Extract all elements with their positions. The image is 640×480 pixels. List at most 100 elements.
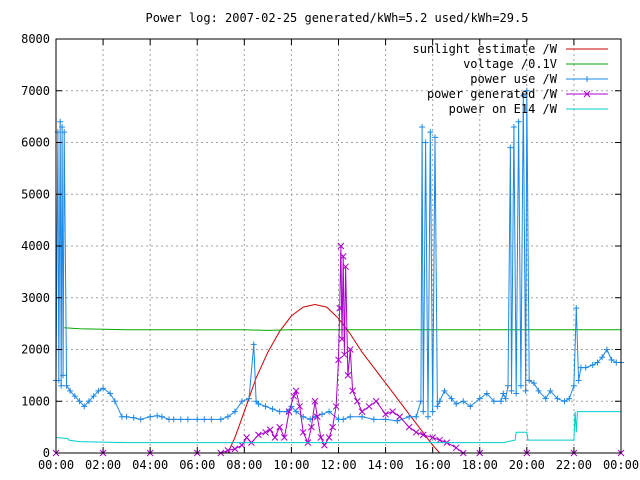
x-tick-label: 12:00: [320, 458, 356, 472]
data-point: [337, 242, 345, 250]
legend-marker: [584, 76, 590, 82]
data-point: [255, 431, 262, 439]
x-tick-label: 14:00: [368, 458, 404, 472]
data-point: [58, 382, 65, 389]
data-point: [412, 428, 420, 436]
data-point: [424, 413, 431, 420]
data-point: [507, 144, 514, 151]
data-point: [497, 398, 504, 405]
data-point: [599, 354, 606, 361]
y-tick-label: 0: [43, 446, 50, 460]
data-point: [336, 304, 344, 312]
x-tick-label: 20:00: [509, 458, 545, 472]
data-point: [325, 434, 333, 441]
data-point: [427, 129, 434, 136]
data-point: [246, 395, 253, 402]
data-point: [266, 426, 274, 434]
data-point: [419, 123, 426, 130]
data-point: [406, 413, 413, 420]
data-point: [389, 408, 396, 415]
data-point: [429, 408, 436, 415]
legend-label: power on E14 /W: [449, 102, 558, 116]
data-point: [429, 434, 437, 441]
data-point: [422, 139, 429, 146]
data-point: [573, 305, 580, 312]
data-point: [55, 377, 62, 384]
data-point: [566, 395, 573, 402]
data-point: [130, 414, 137, 421]
data-point: [137, 416, 144, 423]
x-tick-label: 08:00: [226, 458, 262, 472]
data-point: [460, 398, 467, 405]
data-point: [326, 408, 333, 415]
data-point: [100, 385, 107, 392]
data-point: [276, 408, 283, 415]
data-point: [238, 398, 245, 405]
data-point: [340, 416, 347, 423]
data-point: [76, 398, 83, 405]
data-point: [276, 423, 283, 431]
data-point: [372, 397, 380, 405]
data-point: [293, 408, 300, 415]
data-point: [432, 134, 439, 141]
data-point: [547, 387, 554, 394]
series-1: [64, 327, 621, 331]
data-point: [262, 428, 269, 436]
data-point: [170, 416, 177, 423]
y-tick-label: 8000: [21, 32, 50, 46]
data-point: [603, 346, 610, 353]
data-point: [608, 356, 615, 363]
x-tick-label: 18:00: [462, 458, 498, 472]
data-point: [67, 387, 74, 394]
x-tick-label: 02:00: [85, 458, 121, 472]
axis-ticks: 0 1000 2000 3000 4000 5000 6000 7000 8000 00:00 02…: [21, 32, 639, 472]
y-tick-label: 4000: [21, 239, 50, 253]
y-tick-label: 3000: [21, 291, 50, 305]
data-point: [396, 413, 404, 421]
data-point: [154, 412, 161, 419]
data-point: [308, 423, 315, 431]
data-point: [535, 387, 542, 394]
series-line: [227, 303, 441, 454]
data-point: [515, 118, 522, 125]
data-point: [452, 444, 460, 452]
data-point: [61, 129, 68, 136]
data-point: [147, 413, 154, 420]
data-point: [313, 413, 321, 421]
data-point: [522, 387, 529, 394]
x-tick-label: 00:00: [603, 458, 639, 472]
data-point: [250, 341, 257, 348]
series-0: [227, 303, 441, 454]
data-point: [483, 390, 490, 397]
legend-label: sunlight estimate /W: [413, 42, 558, 56]
series-3: [52, 242, 625, 457]
data-point: [476, 395, 483, 402]
data-point: [419, 431, 427, 439]
legend-label: power generated /W: [427, 87, 558, 101]
data-point: [554, 395, 561, 402]
data-point: [382, 410, 389, 418]
data-point: [281, 434, 288, 441]
data-point: [594, 359, 601, 366]
y-tick-label: 2000: [21, 343, 50, 357]
data-point: [434, 403, 441, 410]
y-tick-label: 5000: [21, 187, 50, 201]
data-point: [63, 382, 70, 389]
data-point: [436, 398, 443, 405]
data-point: [359, 413, 366, 420]
data-point: [332, 403, 340, 410]
data-point: [467, 403, 474, 410]
data-point: [85, 398, 92, 405]
series-layer: [52, 87, 625, 457]
data-point: [413, 413, 420, 420]
data-point: [217, 416, 224, 423]
data-point: [342, 263, 349, 271]
data-point: [582, 364, 589, 371]
data-point: [90, 393, 97, 400]
data-point: [292, 387, 300, 395]
data-point: [417, 398, 424, 405]
data-point: [71, 393, 78, 400]
data-point: [370, 416, 377, 423]
data-point: [262, 403, 269, 410]
